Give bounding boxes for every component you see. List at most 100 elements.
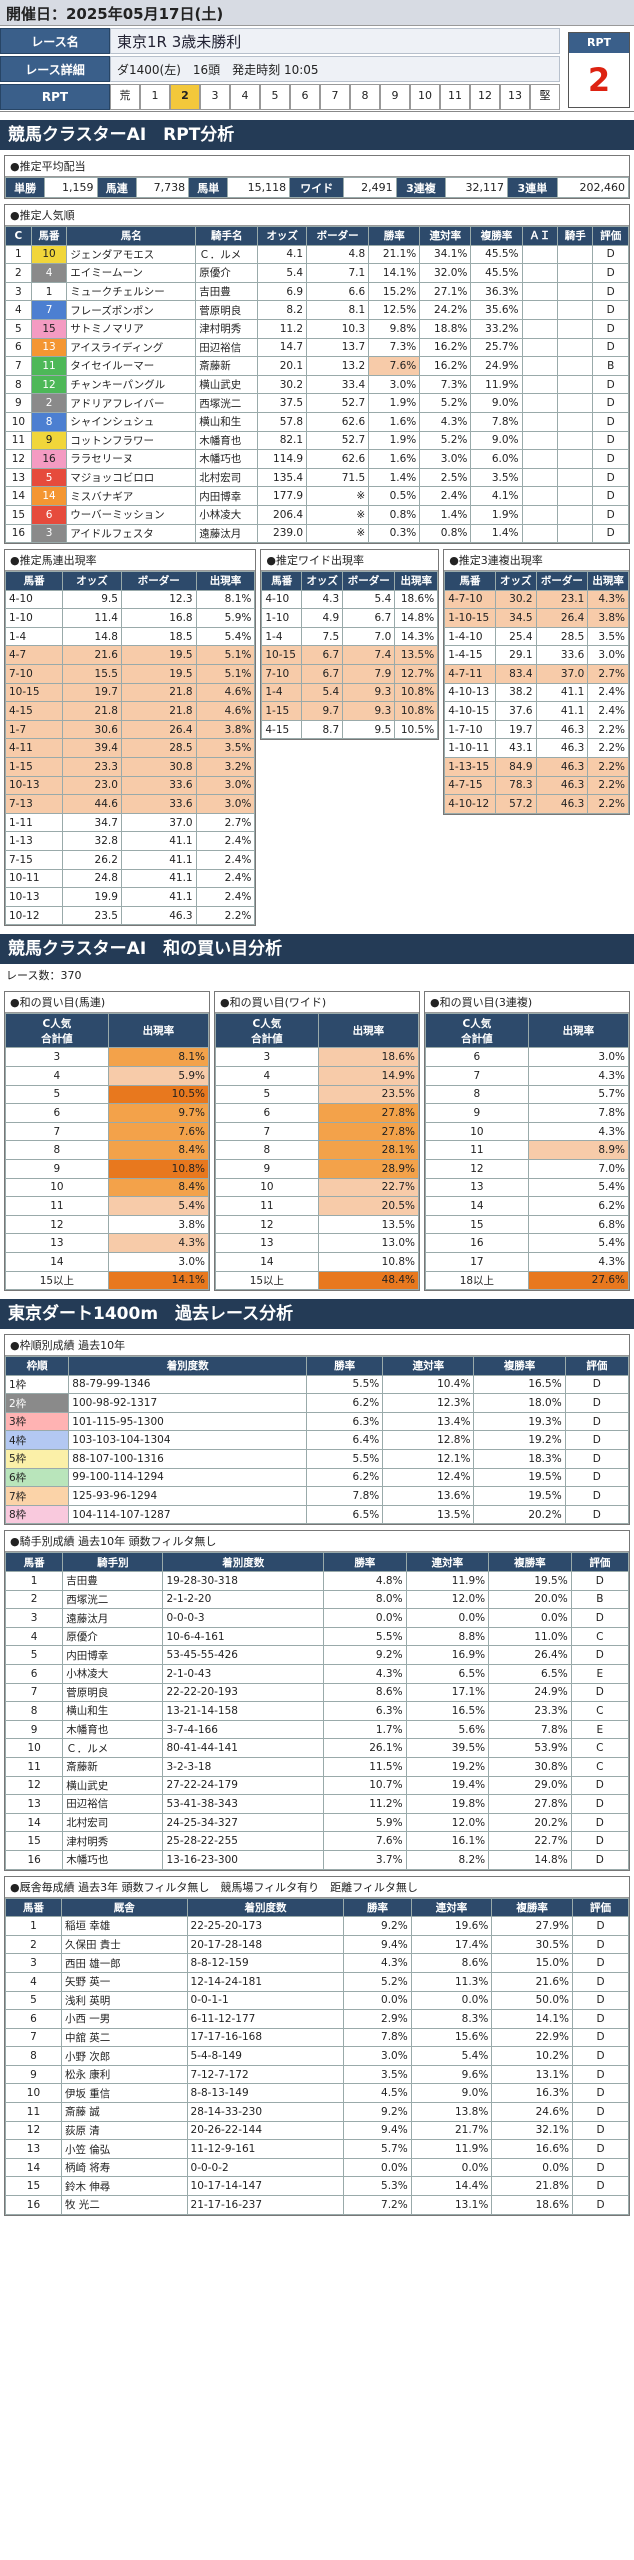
table-cell: 6-11-12-177 <box>186 2009 345 2029</box>
table-cell: 7.6% <box>107 1121 210 1142</box>
table-cell: 20.1 <box>257 356 308 376</box>
section-wa: 競馬クラスターAI 和の買い目分析 <box>0 934 634 965</box>
table-cell: 3 <box>4 1608 64 1628</box>
table-row: 13 田辺裕信 53-41-38-343 11.2% 19.8% 27.8% D <box>4 1794 630 1814</box>
table-cell: 21.1% <box>368 244 421 265</box>
table-cell: 22-22-20-193 <box>162 1682 325 1703</box>
table-cell: 4-10-12 <box>444 794 496 814</box>
table-cell: 12 <box>30 374 68 395</box>
table-cell: 4-15 <box>261 719 303 740</box>
table-cell: 10 <box>4 1738 64 1758</box>
column-header: オッズ <box>301 571 344 591</box>
table-row: 10 伊坂 重信 8-8-13-149 4.5% 9.0% 16.3% D <box>5 2083 630 2104</box>
table-cell: 27.8% <box>317 1103 420 1123</box>
table-row: 4-10 9.5 12.3 8.1% <box>4 589 256 610</box>
table-cell: 4 <box>215 1065 319 1086</box>
table-cell: 1-11 <box>4 812 64 833</box>
table-cell: 5.1% <box>195 645 256 666</box>
table-cell: ウーバーミッション <box>66 504 197 525</box>
table-cell: 1.6% <box>368 411 421 432</box>
table-cell: 1-10 <box>261 608 303 628</box>
table-row: 5 10.5% <box>5 1084 210 1105</box>
table-row: 1-4-10 25.4 28.5 3.5% <box>444 626 629 647</box>
table-cell: 3 <box>5 1047 109 1067</box>
rpt-cell: 2 <box>170 84 200 110</box>
table-cell: 20.2% <box>473 1504 566 1525</box>
table-cell: 0.0% <box>410 2157 493 2178</box>
table-cell: 16.3% <box>491 2083 573 2104</box>
table-cell: D <box>592 337 629 358</box>
table-cell: 10-13 <box>4 887 64 907</box>
table-cell: 39.4 <box>62 738 122 759</box>
column-header: 出現率 <box>317 1013 420 1049</box>
table-cell: 13.7 <box>306 337 370 358</box>
table-cell: D <box>571 2139 630 2159</box>
table-cell: 0.3% <box>368 523 421 544</box>
table-cell: 12.0% <box>405 1589 490 1610</box>
table-cell: 6.7 <box>301 664 344 684</box>
table-cell: 1 <box>5 244 32 265</box>
table-cell <box>521 244 558 265</box>
table-cell: 木幡巧也 <box>62 1849 164 1870</box>
table-cell: 7.0 <box>342 626 396 647</box>
table-cell: 16 <box>425 1233 529 1253</box>
table-cell: 15.0% <box>491 1953 573 1973</box>
table-cell: 7.9 <box>342 664 396 684</box>
table-cell: 9.0% <box>470 393 523 413</box>
table-cell: 6 <box>4 1664 64 1684</box>
table-row: 1 10 ジェンダアモエス Ｃ．ルメ 4.1 4.8 21.1% 34.1% 45.5% D <box>5 244 629 265</box>
table-cell: D <box>564 1467 630 1488</box>
table-cell: 斎藤新 <box>62 1756 164 1777</box>
table-cell: 6.2% <box>527 1196 630 1216</box>
table-cell: 14.1% <box>491 2009 573 2029</box>
wa-trio-table: C人気 合計値 出現率 6 3.0% 7 4.3% 8 5.7% 9 7.8% 10 4.3% 11 8.… <box>425 1013 630 1291</box>
table-cell: 13 <box>215 1233 319 1253</box>
column-header: 馬番 <box>5 1897 62 1918</box>
table-cell: 53.9% <box>488 1738 572 1758</box>
table-cell: 小笠 倫弘 <box>60 2139 188 2159</box>
table-cell: D <box>571 1953 630 1973</box>
column-header: 騎手名 <box>195 226 259 246</box>
table-cell: 6.8% <box>527 1214 630 1235</box>
table-cell: 24.9% <box>470 356 523 376</box>
table-cell: 3.0% <box>107 1251 210 1272</box>
table-cell: D <box>592 430 629 451</box>
table-cell: 11 <box>5 1196 109 1216</box>
table-cell: 13 <box>30 337 68 358</box>
table-cell: 5 <box>5 1084 109 1105</box>
table-cell: 松永 康利 <box>60 2064 188 2085</box>
table-cell <box>556 300 594 320</box>
table-row: 3 18.6% <box>215 1047 420 1067</box>
table-cell: 0-0-0-2 <box>186 2157 345 2178</box>
table-cell: 52.7 <box>306 430 370 451</box>
table-row: 2 西塚洸二 2-1-2-20 8.0% 12.0% 20.0% B <box>4 1589 630 1610</box>
table-cell: 遠藤汰月 <box>62 1608 164 1628</box>
column-header: 連対率 <box>405 1552 490 1573</box>
table-cell: フレーズポンポン <box>66 300 197 320</box>
table-cell: D <box>571 2064 630 2085</box>
table-row: 3枠 101-115-95-1300 6.3% 13.4% 19.3% D <box>4 1411 630 1432</box>
table-cell: 1-4 <box>4 626 64 647</box>
table-cell: 12 <box>4 1775 64 1796</box>
table-cell: 斎藤 誠 <box>60 2102 188 2122</box>
table-row: 8 横山和生 13-21-14-158 6.3% 16.5% 23.3% C <box>4 1701 630 1721</box>
table-cell: 7.2% <box>343 2195 412 2215</box>
table-cell: D <box>571 1934 630 1955</box>
table-cell: D <box>571 2102 630 2122</box>
table-cell: 木幡育也 <box>195 430 259 451</box>
table-cell: D <box>592 504 629 525</box>
table-cell <box>556 467 594 488</box>
table-cell: 1-4 <box>261 626 303 647</box>
table-cell: 21.8% <box>491 2176 573 2197</box>
table-row: 6 13 アイスライディング 田辺裕信 14.7 13.7 7.3% 16.2% 25.7% D <box>5 337 629 358</box>
table-cell: 4.3% <box>527 1251 630 1272</box>
table-cell: 2 <box>30 393 68 413</box>
column-header: ボーダー <box>535 571 589 591</box>
table-cell: 4 <box>4 1626 64 1647</box>
table-row: 16 木幡巧也 13-16-23-300 3.7% 8.2% 14.8% D <box>4 1849 630 1870</box>
table-row: 1-10-11 43.1 46.3 2.2% <box>444 738 629 759</box>
table-cell: 13.5% <box>394 645 439 666</box>
table-cell: 19.5% <box>488 1571 572 1591</box>
table-cell: 0.0% <box>488 1608 572 1628</box>
table-cell: 9.0% <box>470 430 523 451</box>
